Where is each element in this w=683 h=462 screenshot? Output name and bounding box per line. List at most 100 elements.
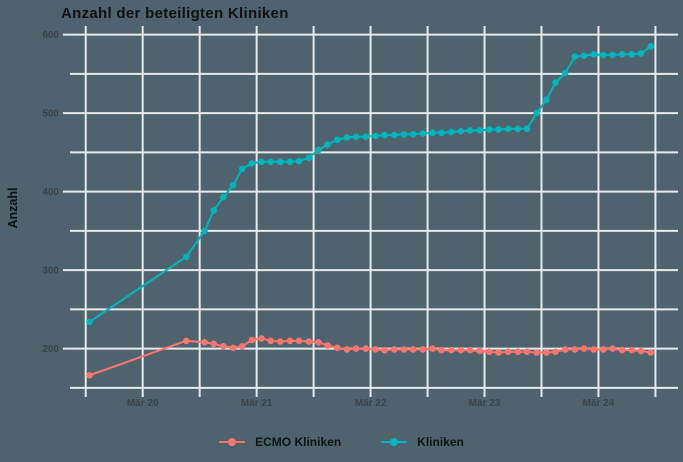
legend-item-kliniken: Kliniken	[381, 435, 464, 449]
data-point-kliniken	[590, 51, 597, 58]
data-point-kliniken	[429, 129, 436, 137]
data-point-kliniken	[628, 51, 636, 58]
data-point-ecmo-kliniken	[220, 343, 227, 350]
data-point-ecmo-kliniken	[476, 347, 484, 355]
data-point-ecmo-kliniken	[229, 344, 237, 352]
data-point-kliniken	[286, 158, 294, 166]
data-point-ecmo-kliniken	[609, 345, 616, 352]
x-tick-label: Mär 24	[583, 398, 615, 409]
data-point-kliniken	[504, 125, 512, 133]
data-point-ecmo-kliniken	[391, 346, 398, 353]
y-axis-title: Anzahl	[6, 187, 20, 229]
data-point-ecmo-kliniken	[352, 345, 360, 352]
data-point-ecmo-kliniken	[618, 346, 626, 354]
data-point-ecmo-kliniken	[647, 349, 654, 356]
y-tick-label: 200	[42, 344, 59, 355]
data-point-kliniken	[533, 109, 540, 117]
data-point-kliniken	[258, 158, 265, 166]
data-point-ecmo-kliniken	[267, 337, 275, 345]
data-point-kliniken	[201, 227, 208, 235]
data-point-ecmo-kliniken	[362, 345, 370, 352]
legend-label: Kliniken	[417, 435, 464, 449]
data-point-ecmo-kliniken	[295, 337, 303, 345]
x-tick-label: Mär 22	[355, 398, 387, 409]
data-point-ecmo-kliniken	[637, 347, 645, 355]
data-point-ecmo-kliniken	[561, 346, 569, 353]
chart-title: Anzahl der beteiligten Kliniken	[61, 5, 289, 22]
data-point-kliniken	[362, 133, 370, 140]
data-point-ecmo-kliniken	[552, 348, 559, 356]
data-point-ecmo-kliniken	[533, 349, 540, 356]
legend-dot-icon	[390, 438, 399, 446]
data-point-kliniken	[466, 127, 474, 134]
data-point-kliniken	[372, 132, 379, 140]
data-point-ecmo-kliniken	[543, 349, 550, 356]
data-point-kliniken	[295, 157, 303, 165]
data-point-kliniken	[86, 318, 93, 326]
data-point-ecmo-kliniken	[448, 346, 455, 354]
data-point-kliniken	[476, 127, 484, 134]
data-point-kliniken	[600, 51, 607, 59]
data-point-kliniken	[409, 131, 417, 138]
data-point-ecmo-kliniken	[429, 345, 436, 352]
data-point-ecmo-kliniken	[466, 346, 474, 354]
data-point-kliniken	[495, 126, 502, 133]
data-point-kliniken	[647, 43, 654, 50]
data-point-ecmo-kliniken	[324, 342, 331, 349]
data-point-kliniken	[238, 165, 246, 173]
legend-dot-icon	[228, 438, 237, 446]
data-point-ecmo-kliniken	[486, 348, 493, 356]
data-point-ecmo-kliniken	[183, 337, 190, 345]
data-point-ecmo-kliniken	[381, 346, 388, 354]
data-point-kliniken	[637, 50, 645, 57]
legend-item-ecmo-kliniken: ECMO Kliniken	[219, 435, 341, 449]
data-point-kliniken	[618, 51, 626, 58]
data-point-kliniken	[352, 133, 360, 140]
data-point-kliniken	[552, 79, 559, 86]
data-point-kliniken	[324, 141, 331, 148]
data-point-kliniken	[457, 127, 465, 135]
data-point-ecmo-kliniken	[258, 335, 265, 342]
data-point-ecmo-kliniken	[400, 346, 408, 353]
data-point-ecmo-kliniken	[590, 346, 597, 353]
data-point-kliniken	[580, 52, 588, 60]
data-point-ecmo-kliniken	[238, 343, 246, 350]
data-point-kliniken	[543, 96, 550, 104]
data-point-kliniken	[561, 69, 569, 77]
data-point-kliniken	[438, 129, 445, 137]
data-point-ecmo-kliniken	[504, 348, 512, 356]
data-point-kliniken	[267, 158, 275, 166]
y-tick-label: 600	[42, 30, 59, 41]
x-tick-label: Mär 21	[241, 398, 273, 409]
data-point-kliniken	[486, 126, 493, 133]
data-point-ecmo-kliniken	[277, 338, 284, 345]
data-point-kliniken	[248, 160, 256, 167]
data-point-kliniken	[400, 131, 408, 138]
x-tick-label: Mär 23	[469, 398, 501, 409]
data-point-kliniken	[183, 253, 190, 261]
data-point-ecmo-kliniken	[343, 346, 351, 353]
y-tick-label: 300	[42, 266, 59, 277]
data-point-ecmo-kliniken	[86, 372, 93, 379]
data-point-kliniken	[277, 158, 284, 166]
data-point-ecmo-kliniken	[419, 346, 427, 353]
data-point-ecmo-kliniken	[495, 349, 502, 356]
data-point-kliniken	[220, 193, 227, 201]
data-point-ecmo-kliniken	[210, 340, 217, 348]
legend: ECMO Kliniken Kliniken	[0, 431, 683, 453]
data-point-ecmo-kliniken	[248, 336, 256, 344]
data-point-kliniken	[514, 125, 522, 133]
legend-label: ECMO Kliniken	[255, 435, 342, 449]
data-point-ecmo-kliniken	[334, 344, 341, 352]
data-point-kliniken	[305, 154, 313, 162]
data-point-kliniken	[334, 136, 341, 144]
data-point-kliniken	[381, 131, 388, 139]
data-point-kliniken	[523, 125, 531, 133]
data-point-ecmo-kliniken	[600, 346, 607, 353]
data-point-kliniken	[448, 128, 455, 136]
legend-line-dot-marker	[381, 438, 408, 446]
legend-line-dot-marker	[219, 438, 246, 446]
data-point-kliniken	[419, 130, 427, 137]
data-point-kliniken	[315, 146, 322, 154]
